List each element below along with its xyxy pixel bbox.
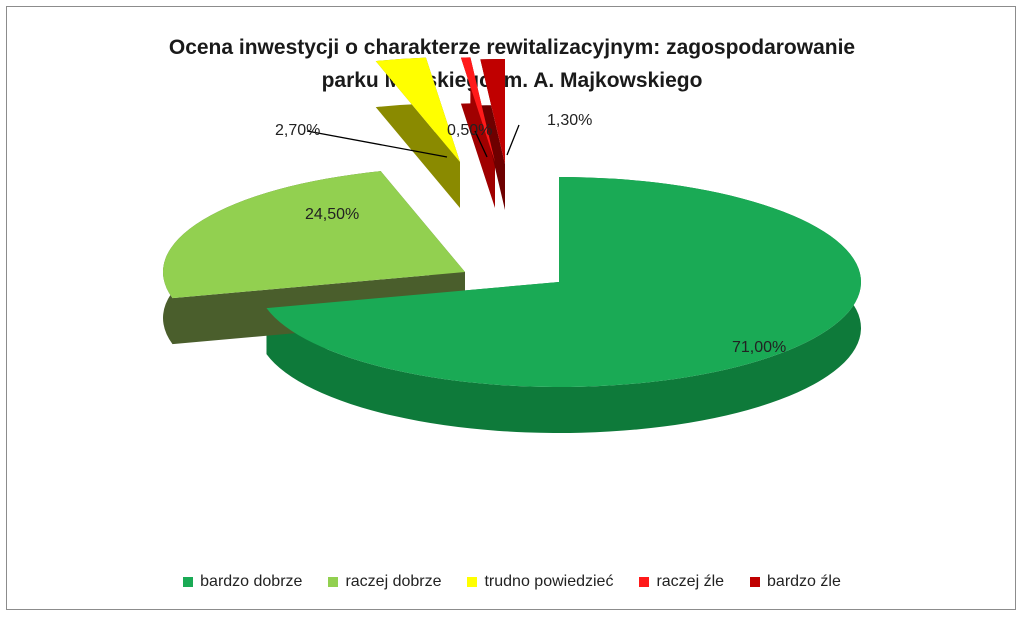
data-label-bardzo-zle: 1,30%	[547, 112, 592, 129]
data-label-bardzo-dobrze: 71,00%	[732, 339, 786, 356]
pie-chart: 71,00% 24,50% 2,70% 0,50% 1,30%	[162, 57, 862, 434]
chart-frame: Ocena inwestycji o charakterze rewitaliz…	[6, 6, 1016, 610]
legend-item-trudno-powiedziec: trudno powiedzieć	[467, 573, 613, 591]
leader-line-trudno-powiedziec	[306, 130, 448, 158]
data-label-trudno-powiedziec: 2,70%	[275, 122, 320, 139]
pie-slice-raczej-zle	[460, 57, 495, 162]
label-leaders	[306, 124, 520, 158]
legend-swatch	[750, 577, 761, 587]
pie-tops	[162, 57, 861, 387]
leader-line-raczej-zle	[474, 130, 488, 158]
data-labels: 71,00% 24,50% 2,70% 0,50% 1,30%	[275, 112, 786, 356]
legend-swatch	[639, 577, 650, 587]
leader-line-bardzo-zle	[506, 124, 520, 156]
slice-side-trudno-powiedziec	[375, 57, 460, 209]
pie-slice-bardzo-dobrze	[266, 177, 861, 387]
slice-side-raczej-zle	[460, 57, 495, 208]
legend-swatch	[183, 577, 194, 587]
chart-title-line-1: Ocena inwestycji o charakterze rewitaliz…	[168, 36, 856, 59]
legend-label: raczej dobrze	[345, 573, 442, 590]
legend-item-raczej-dobrze: raczej dobrze	[328, 573, 441, 591]
legend-item-raczej-zle: raczej źle	[639, 573, 724, 591]
legend-label: trudno powiedzieć	[484, 573, 614, 590]
data-label-raczej-dobrze: 24,50%	[305, 206, 359, 223]
legend-label: bardzo dobrze	[200, 573, 303, 590]
pie-slice-bardzo-zle	[480, 59, 505, 164]
pie-slice-raczej-dobrze	[162, 171, 465, 299]
legend-label: raczej źle	[656, 573, 725, 590]
legend-item-bardzo-zle: bardzo źle	[750, 573, 841, 591]
pie-slice-trudno-powiedziec	[375, 57, 460, 163]
data-label-raczej-zle: 0,50%	[447, 122, 492, 139]
legend-item-bardzo-dobrze: bardzo dobrze	[183, 573, 302, 591]
legend-swatch	[328, 577, 339, 587]
legend: bardzo dobrze raczej dobrze trudno powie…	[7, 573, 1017, 591]
legend-swatch	[467, 577, 478, 587]
legend-label: bardzo źle	[767, 573, 841, 590]
